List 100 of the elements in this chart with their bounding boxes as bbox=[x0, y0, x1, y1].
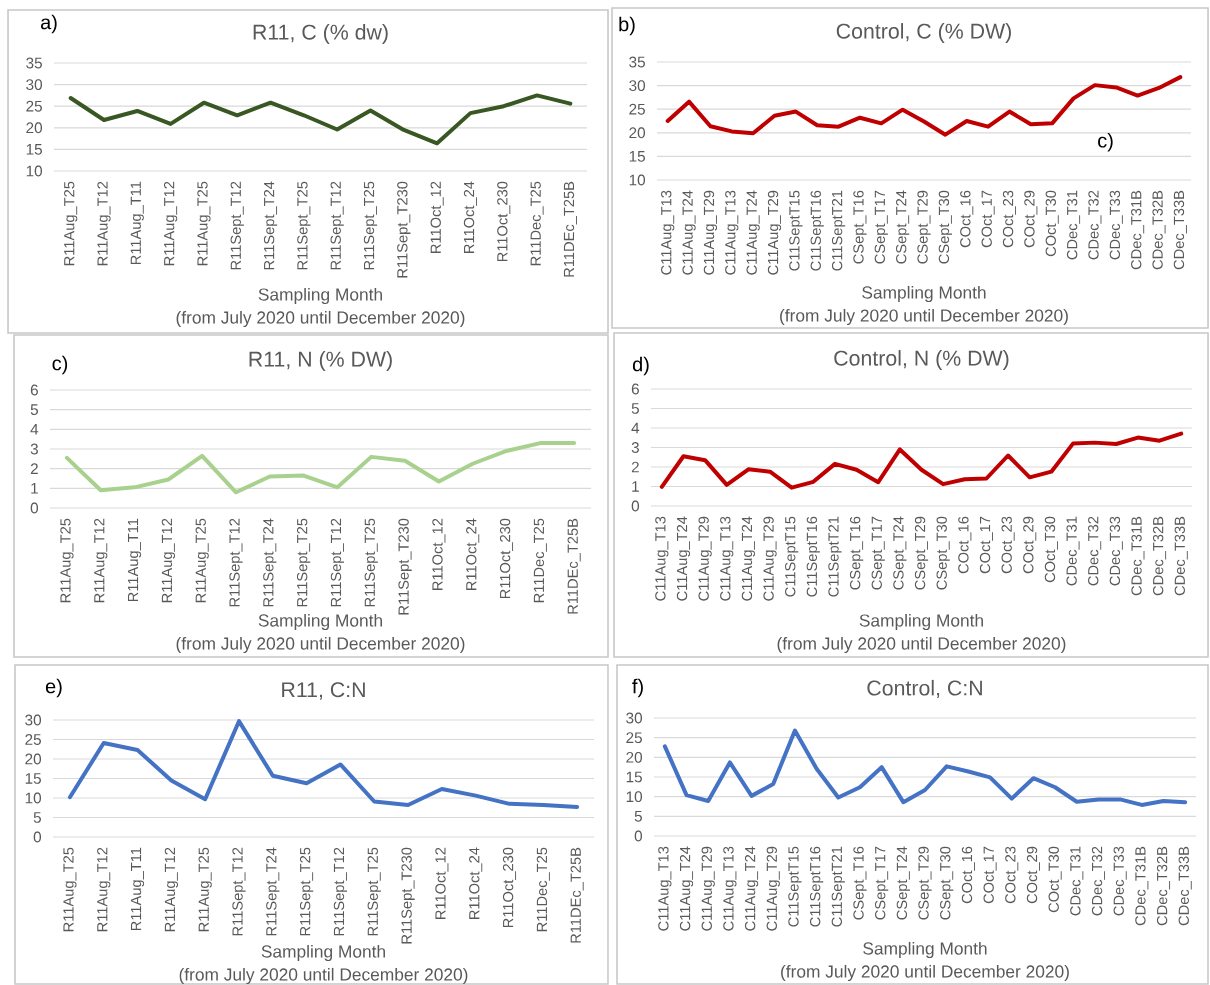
y-tick-label: 6 bbox=[30, 384, 38, 396]
x-tick-label: R11Aug_T12 bbox=[161, 518, 175, 603]
x-tick-label: R11Aug_T12 bbox=[164, 847, 178, 932]
x-tick-label: C11Aug_T24 bbox=[676, 516, 691, 601]
x-tick-label: CDec_T33B bbox=[1174, 516, 1188, 596]
x-tick-label: CSept_T16 bbox=[853, 846, 867, 920]
x-tick-label: C11SeptT16 bbox=[806, 516, 820, 597]
y-tick-label: 25 bbox=[629, 103, 645, 115]
x-tick-label: CSept_T17 bbox=[871, 516, 885, 590]
x-tick-label: R11Oct_230 bbox=[497, 181, 511, 262]
x-tick-label: COct_17 bbox=[981, 190, 995, 248]
x-tick-label: R11Sept_T12 bbox=[333, 847, 348, 936]
x-tick-label: R11Dec_T25 bbox=[533, 518, 547, 603]
x-tick-label: R11Sept_T25 bbox=[299, 847, 314, 936]
x-axis-title: Sampling Month bbox=[258, 613, 382, 631]
x-tick-label: C11Aug_T24 bbox=[679, 846, 694, 931]
x-tick-label: CSept_T29 bbox=[914, 516, 929, 590]
x-tick-label: C11Aug_T13 bbox=[655, 516, 669, 601]
y-tick-label: 0 bbox=[631, 500, 640, 512]
x-tick-label: CSept_T29 bbox=[917, 190, 931, 264]
x-tick-label: C11Aug_T29 bbox=[698, 516, 712, 601]
y-tick-label: 25 bbox=[25, 734, 41, 745]
text: f) bbox=[632, 678, 643, 698]
x-tick-label: CDec_T31 bbox=[1070, 846, 1084, 916]
x-tick-label: CSept_T30 bbox=[938, 190, 952, 264]
x-tick-label: R11Aug_T25 bbox=[195, 518, 209, 603]
x-tick-label: R11Aug_T25 bbox=[63, 847, 77, 932]
y-tick-label: 30 bbox=[26, 79, 43, 91]
x-tick-label: R11Aug_T12 bbox=[94, 518, 108, 603]
y-tick-label: 6 bbox=[631, 383, 639, 395]
x-tick-label: R11Aug_T12 bbox=[163, 181, 178, 266]
x-tick-label: R11Aug_T11 bbox=[130, 847, 145, 931]
x-tick-label: CDec_T33B bbox=[1178, 846, 1192, 926]
x-tick-label: R11Aug_T25 bbox=[197, 181, 211, 266]
y-tick-label: 10 bbox=[626, 791, 643, 803]
y-tick-label: 1 bbox=[31, 483, 38, 494]
x-tick-label: CDec_T31B bbox=[1135, 846, 1149, 926]
x-tick-label: R11Oct_230 bbox=[499, 518, 514, 599]
x-tick-label: COct_17 bbox=[983, 846, 997, 904]
x-tick-label: R11Aug_T11 bbox=[130, 181, 144, 265]
x-tick-label: C11Aug_T29 bbox=[767, 190, 782, 275]
x-tick-label: C11Aug_T24 bbox=[746, 190, 760, 275]
text: d) bbox=[632, 356, 649, 376]
x-tick-label: CSept_T30 bbox=[940, 846, 954, 920]
x-tick-label: C11SeptT16 bbox=[810, 190, 824, 271]
x-tick-label: CSept_T29 bbox=[918, 846, 932, 920]
y-tick-label: 20 bbox=[629, 127, 646, 139]
x-tick-label: R11Oct_24 bbox=[469, 847, 483, 919]
y-tick-label: 20 bbox=[25, 753, 42, 765]
y-tick-label: 10 bbox=[25, 792, 42, 804]
x-tick-label: CDec_T33 bbox=[1109, 516, 1123, 586]
chart-title: Control, C (% DW) bbox=[836, 23, 1011, 43]
x-tick-label: COct_16 bbox=[961, 846, 975, 904]
x-tick-label: R11Sept_T25 bbox=[367, 847, 381, 936]
x-tick-label: R11DEc_T25B bbox=[570, 847, 584, 943]
x-tick-label: R11Sept_T24 bbox=[263, 518, 277, 607]
x-tick-label: C11Aug_T29 bbox=[703, 190, 718, 275]
x-tick-label: C11Aug_T24 bbox=[682, 190, 696, 275]
x-tick-label: R11Dec_T25 bbox=[536, 847, 550, 932]
text: (from July 2020 until December 2020) bbox=[780, 308, 1068, 326]
x-tick-label: R11Aug_T12 bbox=[97, 847, 111, 932]
x-tick-label: R11Dec_T25 bbox=[530, 181, 544, 266]
y-tick-label: 35 bbox=[629, 56, 645, 68]
y-tick-label: 15 bbox=[26, 144, 42, 155]
x-tick-label: CDec_T32 bbox=[1088, 516, 1102, 586]
x-tick-label: CDec_T32 bbox=[1091, 846, 1106, 916]
x-axis-title: Sampling Month bbox=[258, 287, 382, 305]
x-tick-label: C11Aug_T29 bbox=[766, 846, 780, 931]
x-tick-label: R11Sept_T24 bbox=[263, 181, 278, 270]
y-tick-label: 5 bbox=[30, 404, 38, 416]
chart-title: R11, C (% dw) bbox=[253, 24, 388, 44]
text: (from July 2020 until December 2020) bbox=[179, 967, 468, 985]
x-tick-label: C11Aug_T13 bbox=[720, 516, 734, 601]
x-tick-label: CDec_T33B bbox=[1173, 190, 1187, 270]
y-tick-label: 3 bbox=[631, 442, 639, 453]
x-tick-label: R11Sept_T25 bbox=[297, 181, 311, 270]
y-tick-label: 25 bbox=[626, 732, 642, 744]
x-tick-label: COct_16 bbox=[958, 516, 972, 574]
text: b) bbox=[619, 16, 635, 36]
y-tick-label: 0 bbox=[30, 502, 39, 514]
x-axis-title: Sampling Month bbox=[863, 941, 987, 959]
y-tick-label: 0 bbox=[33, 831, 42, 843]
y-tick-label: 3 bbox=[30, 443, 38, 455]
x-tick-label: COct_T30 bbox=[1044, 516, 1058, 583]
x-tick-label: R11Oct_230 bbox=[502, 847, 517, 928]
x-tick-label: CSept_T24 bbox=[896, 190, 910, 264]
x-tick-label: C11SeptT15 bbox=[785, 516, 799, 597]
x-tick-label: C11Aug_T24 bbox=[744, 846, 759, 931]
text: a) bbox=[40, 14, 57, 34]
x-tick-label: C11SeptT15 bbox=[789, 190, 803, 271]
y-tick-label: 20 bbox=[26, 122, 43, 134]
x-tick-label: R11Aug_T12 bbox=[97, 181, 111, 266]
x-tick-label: COct_16 bbox=[960, 190, 974, 248]
x-axis-title: Sampling Month bbox=[859, 613, 983, 631]
line-series bbox=[67, 719, 580, 809]
x-tick-label: R11Sept_T25 bbox=[296, 518, 311, 607]
x-tick-label: R11Sept_T230 bbox=[397, 181, 411, 278]
x-tick-label: R11Sept_T230 bbox=[401, 847, 415, 944]
x-tick-label: CDec_T33 bbox=[1109, 190, 1123, 260]
x-tick-label: C11Aug_T29 bbox=[763, 516, 777, 601]
